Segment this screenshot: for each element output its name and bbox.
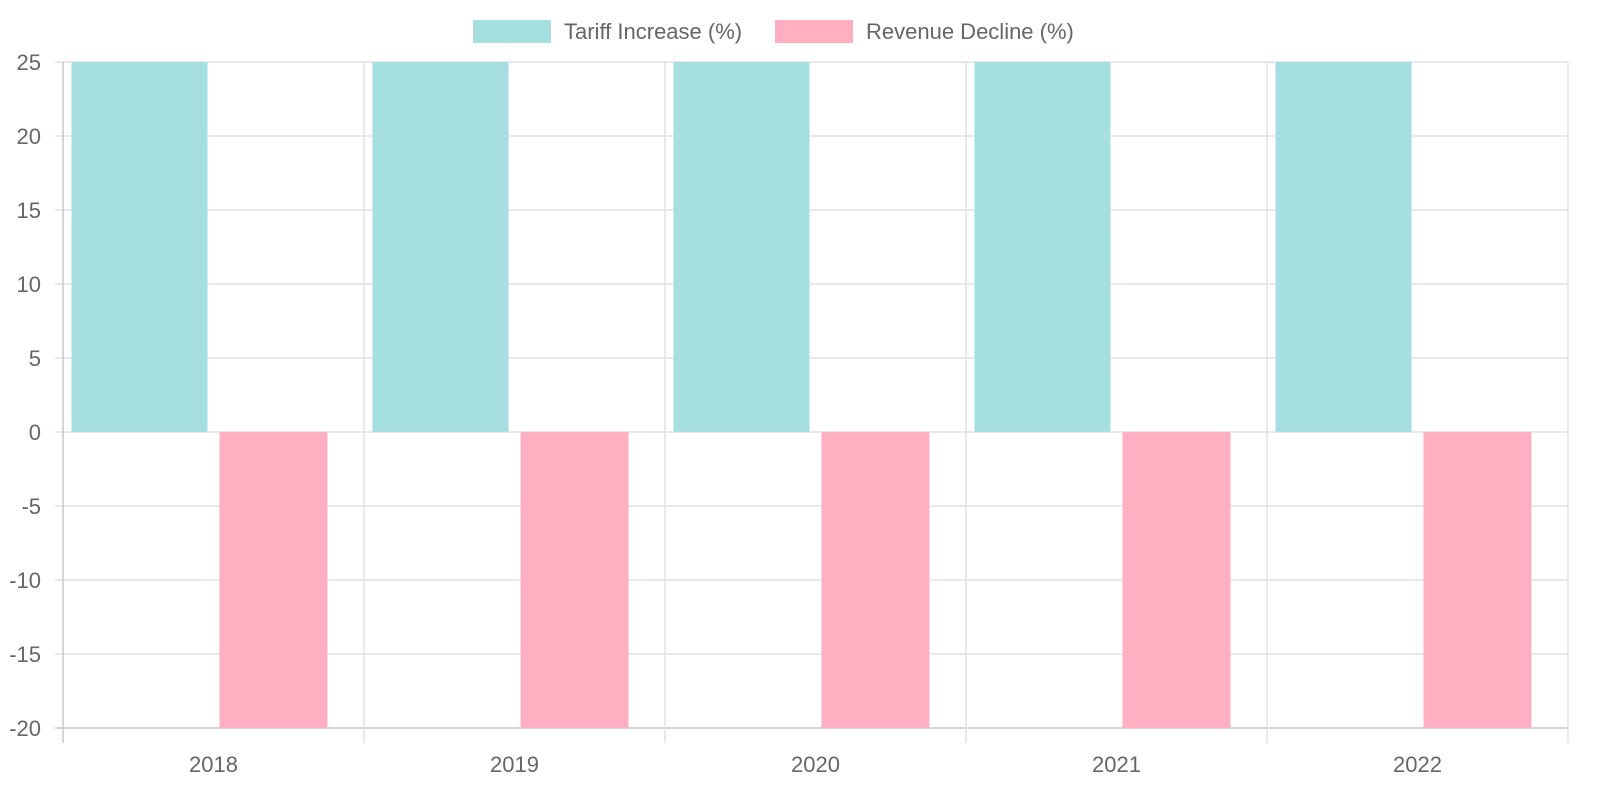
legend: Tariff Increase (%) Revenue Decline (%) bbox=[473, 19, 1074, 44]
y-tick-label: 10 bbox=[17, 272, 41, 297]
legend-label-tariff: Tariff Increase (%) bbox=[564, 19, 742, 44]
y-tick-label: -5 bbox=[21, 494, 41, 519]
x-tick-label: 2018 bbox=[189, 752, 238, 777]
bar-revenue-decline bbox=[219, 432, 328, 728]
bar-revenue-decline bbox=[1122, 432, 1231, 728]
x-tick-label: 2022 bbox=[1393, 752, 1442, 777]
y-tick-label: 5 bbox=[29, 346, 41, 371]
legend-swatch-revenue bbox=[775, 20, 853, 43]
y-tick-label: -15 bbox=[9, 642, 41, 667]
legend-swatch-tariff bbox=[473, 20, 551, 43]
y-tick-label: -20 bbox=[9, 716, 41, 741]
y-tick-label: 25 bbox=[17, 50, 41, 75]
bar-tariff-increase bbox=[1275, 62, 1412, 432]
bar-revenue-decline bbox=[821, 432, 930, 728]
bar-revenue-decline bbox=[520, 432, 629, 728]
x-tick-label: 2020 bbox=[791, 752, 840, 777]
legend-label-revenue: Revenue Decline (%) bbox=[866, 19, 1074, 44]
y-tick-label: 20 bbox=[17, 124, 41, 149]
bar-tariff-increase bbox=[673, 62, 810, 432]
bar-tariff-increase bbox=[71, 62, 208, 432]
y-tick-label: -10 bbox=[9, 568, 41, 593]
bar-tariff-increase bbox=[974, 62, 1111, 432]
x-tick-label: 2019 bbox=[490, 752, 539, 777]
x-tick-label: 2021 bbox=[1092, 752, 1141, 777]
bar-revenue-decline bbox=[1423, 432, 1532, 728]
y-tick-label: 15 bbox=[17, 198, 41, 223]
y-tick-label: 0 bbox=[29, 420, 41, 445]
bar-tariff-increase bbox=[372, 62, 509, 432]
